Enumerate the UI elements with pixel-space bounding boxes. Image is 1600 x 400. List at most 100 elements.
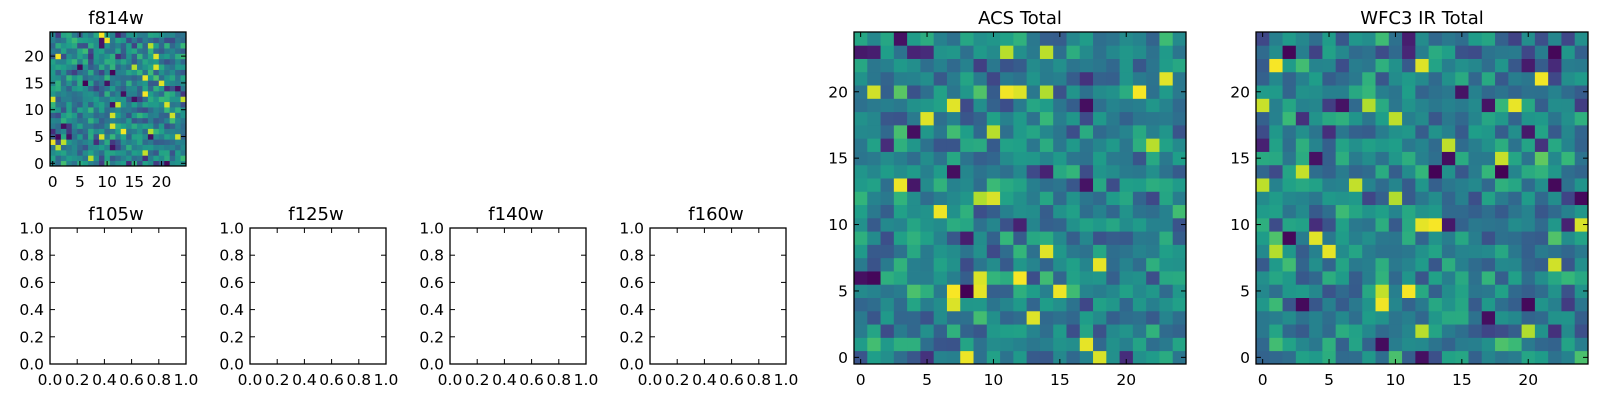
x-tick-label: 0.4: [292, 371, 317, 389]
heatmap-cell: [1026, 244, 1041, 259]
heatmap-cell: [986, 45, 1001, 59]
heatmap-cell: [147, 42, 154, 49]
heatmap-cell: [933, 58, 948, 73]
heatmap-cell: [1521, 284, 1536, 298]
heatmap-cell: [104, 48, 111, 54]
heatmap-cell: [1282, 111, 1297, 126]
y-tick-label: 0.6: [619, 274, 644, 292]
heatmap-cell: [893, 124, 908, 139]
heatmap-cell: [164, 128, 171, 135]
heatmap-cell: [920, 111, 935, 126]
heatmap-cell: [180, 74, 187, 81]
heatmap-cell: [920, 85, 935, 99]
heatmap-cell: [1172, 204, 1187, 219]
heatmap-cell: [104, 96, 111, 103]
heatmap-cell: [960, 310, 974, 325]
heatmap-cell: [131, 64, 138, 70]
heatmap-cell: [1534, 204, 1549, 219]
heatmap-cell: [77, 101, 84, 108]
heatmap-cell: [82, 37, 89, 44]
heatmap-cell: [131, 101, 138, 108]
heatmap-cell: [1282, 138, 1297, 152]
heatmap-cell: [1375, 337, 1390, 352]
heatmap-cell: [1013, 32, 1028, 46]
heatmap-cell: [1415, 151, 1430, 166]
heatmap-cell: [867, 337, 881, 352]
heatmap-cell: [1574, 217, 1589, 232]
heatmap-cell: [1013, 217, 1028, 232]
heatmap-cell: [1521, 231, 1536, 245]
heatmap-cell: [126, 160, 132, 167]
heatmap-cell: [946, 71, 961, 86]
heatmap-cell: [1053, 124, 1067, 139]
heatmap-cell: [1309, 191, 1323, 206]
panel-f125w: f125w 0.0 0.2 0.4 0.6 0.8 1.00.00.20.40.60.81…: [219, 204, 398, 389]
heatmap-cell: [1415, 111, 1430, 126]
heatmap-cell: [175, 48, 181, 54]
heatmap-cell: [1322, 164, 1337, 179]
heatmap-cell: [1335, 71, 1350, 86]
heatmap-cell: [153, 160, 160, 167]
heatmap-cell: [88, 69, 94, 76]
heatmap-cell: [169, 80, 176, 86]
heatmap-cell: [1375, 58, 1390, 73]
heatmap-cell: [1000, 45, 1014, 59]
heatmap-cell: [1159, 324, 1174, 338]
heatmap-cell: [1561, 164, 1576, 179]
heatmap-cell: [55, 42, 62, 49]
heatmap-cell: [153, 37, 160, 44]
heatmap-cell: [1574, 337, 1589, 352]
heatmap-cell: [169, 149, 176, 156]
heatmap-cell: [1534, 231, 1549, 245]
heatmap-cell: [867, 284, 881, 298]
heatmap-cell: [109, 123, 116, 129]
heatmap-cell: [1119, 32, 1134, 46]
heatmap-cell: [986, 151, 1001, 166]
heatmap-cell: [1481, 257, 1496, 272]
heatmap-cell: [946, 164, 961, 179]
heatmap-cell: [120, 101, 127, 108]
heatmap-cell: [88, 155, 94, 162]
heatmap-cell: [867, 271, 881, 285]
heatmap-cell: [1066, 324, 1081, 338]
heatmap-cell: [1322, 151, 1337, 166]
panel-title-f140w: f140w: [488, 204, 543, 225]
heatmap-cell: [109, 128, 116, 135]
heatmap-cell: [1309, 231, 1323, 245]
heatmap-cell: [142, 64, 149, 70]
heatmap-cell: [854, 111, 868, 126]
heatmap-cell: [1079, 217, 1094, 232]
heatmap-cell: [104, 90, 111, 97]
heatmap-cell: [1322, 324, 1337, 338]
heatmap-cell: [1282, 244, 1297, 259]
x-tick-label: 0.6: [519, 371, 544, 389]
heatmap-cell: [1282, 124, 1297, 139]
heatmap-cell: [142, 160, 149, 167]
heatmap-cell: [854, 138, 868, 152]
x-tick-label: 0: [856, 371, 866, 389]
heatmap-cell: [1066, 257, 1081, 272]
heatmap-cell: [1495, 204, 1509, 219]
heatmap-cell: [55, 101, 62, 108]
heatmap-cell: [1335, 58, 1350, 73]
heatmap-cell: [1441, 124, 1456, 139]
x-tick-label: 5: [922, 371, 932, 389]
heatmap-cell: [142, 85, 149, 92]
heatmap-cell: [1282, 151, 1297, 166]
heatmap-cell: [1093, 244, 1107, 259]
heatmap-cell: [920, 98, 935, 113]
heatmap-cell: [1402, 324, 1416, 338]
heatmap-cell: [98, 37, 105, 44]
panel-title-f160w: f160w: [688, 204, 743, 225]
heatmap-cell: [973, 98, 988, 113]
heatmap-cell: [1428, 350, 1443, 365]
heatmap-cell: [71, 144, 78, 151]
heatmap-cell: [50, 64, 56, 70]
heatmap-cell: [1402, 138, 1416, 152]
heatmap-cell: [158, 58, 165, 65]
heatmap-cell: [1119, 191, 1134, 206]
heatmap-cell: [1172, 58, 1187, 73]
heatmap-cell: [1106, 58, 1120, 73]
heatmap-cell: [867, 32, 881, 46]
heatmap-cell: [867, 164, 881, 179]
